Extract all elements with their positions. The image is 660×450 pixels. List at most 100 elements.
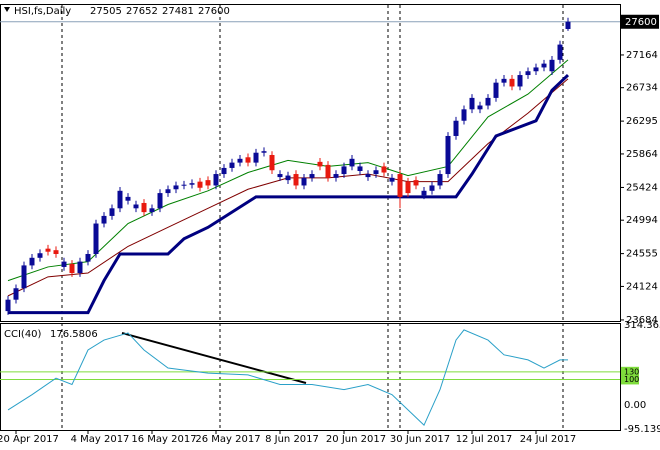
candle-body <box>77 261 83 274</box>
candle-body <box>109 208 115 216</box>
x-tick-label: 20 Apr 2017 <box>0 434 59 445</box>
indicator-title: CCI(40) <box>4 329 42 340</box>
y-tick-label: 24124 <box>626 281 658 292</box>
y-tick-label: 0.00 <box>624 400 646 411</box>
candle-body <box>437 174 443 186</box>
indicator-line <box>8 73 570 315</box>
x-tick-label: 12 Jul 2017 <box>456 434 513 445</box>
x-tick-label: 16 May 2017 <box>131 434 196 445</box>
candle-body <box>373 170 379 175</box>
candle-body <box>237 158 243 163</box>
candle-body <box>29 257 35 266</box>
candle-body <box>61 261 67 267</box>
candle-body <box>397 174 403 197</box>
y-tick-label: 23684 <box>626 315 658 326</box>
candle-body <box>261 151 267 153</box>
candle-body <box>517 75 523 87</box>
candle-body <box>381 166 387 173</box>
candle-body <box>181 184 187 186</box>
last-price-label: 27600 <box>625 17 657 28</box>
candle-body <box>117 190 123 209</box>
y-tick-label: 26734 <box>626 83 658 94</box>
candle-body <box>13 288 19 300</box>
chart-title: HSI,fs,Daily <box>14 6 71 17</box>
menu-arrow <box>4 7 10 12</box>
x-tick-label: 8 Jun 2017 <box>265 434 319 445</box>
candle-body <box>469 97 475 110</box>
price-panel <box>0 4 621 322</box>
candle-body <box>205 180 211 186</box>
indicator-line <box>7 59 569 282</box>
last-price-box <box>621 14 659 29</box>
indicator-value: 176.5806 <box>50 329 98 340</box>
x-tick-label: 26 May 2017 <box>195 434 260 445</box>
y-tick-label: 314.3633 <box>624 320 660 331</box>
candle-body <box>157 193 163 209</box>
y-tick-label: 25864 <box>626 149 658 160</box>
candle-body <box>477 105 483 110</box>
candle-body <box>485 97 491 106</box>
candle-body <box>317 161 323 167</box>
candle-body <box>565 21 571 29</box>
candle-body <box>349 158 355 167</box>
candle-body <box>325 164 331 178</box>
candle-body <box>5 299 11 312</box>
candle-body <box>85 253 91 262</box>
candle-body <box>501 78 507 83</box>
candle-body <box>125 196 131 201</box>
header-value: 27505 <box>90 6 122 17</box>
x-tick-label: 4 May 2017 <box>71 434 130 445</box>
candle-body <box>69 263 75 274</box>
y-tick-label: -95.1391 <box>624 424 660 435</box>
candle-body <box>277 174 283 178</box>
candle-body <box>301 177 307 186</box>
y-tick-label: 24555 <box>626 249 658 260</box>
candle-body <box>413 180 419 186</box>
x-tick-label: 20 Jun 2017 <box>326 434 386 445</box>
candle-body <box>93 223 99 254</box>
candle-body <box>549 59 555 72</box>
candle-body <box>365 174 371 178</box>
candle-body <box>333 174 339 178</box>
candle-body <box>389 177 395 182</box>
candle-body <box>173 185 179 190</box>
candle-body <box>445 135 451 175</box>
y-tick-label: 26295 <box>626 116 658 127</box>
candle-body <box>253 152 259 163</box>
candle-body <box>197 181 203 188</box>
header-value: 27481 <box>162 6 194 17</box>
candle-body <box>141 202 147 213</box>
x-tick-label: 24 Jul 2017 <box>520 434 577 445</box>
header-value: 27652 <box>126 6 158 17</box>
level-box <box>621 374 639 385</box>
candle-body <box>101 215 107 224</box>
candle-body <box>461 109 467 121</box>
candle-body <box>189 183 195 185</box>
candle-body <box>493 82 499 98</box>
candle-body <box>525 71 531 76</box>
candle-body <box>37 253 43 258</box>
candle-body <box>421 190 427 196</box>
level-box <box>621 366 639 377</box>
candle-body <box>453 120 459 136</box>
x-tick-label: 30 Jun 2017 <box>390 434 450 445</box>
trend-line <box>121 332 307 384</box>
candle-body <box>309 174 315 178</box>
candle-body <box>245 157 251 163</box>
candle-body <box>341 166 347 175</box>
cci-panel <box>0 323 621 431</box>
candle-body <box>293 174 299 186</box>
candle-body <box>45 248 51 252</box>
candle-body <box>133 204 139 209</box>
y-tick-label: 27164 <box>626 50 658 61</box>
candle-body <box>53 250 59 254</box>
candle-body <box>557 44 563 60</box>
candle-body <box>533 67 539 72</box>
candle-body <box>269 155 275 171</box>
candle-body <box>21 265 27 289</box>
candle-body <box>429 185 435 191</box>
cci-line <box>7 329 568 427</box>
candle-body <box>213 174 219 186</box>
y-tick-label: 25424 <box>626 182 658 193</box>
